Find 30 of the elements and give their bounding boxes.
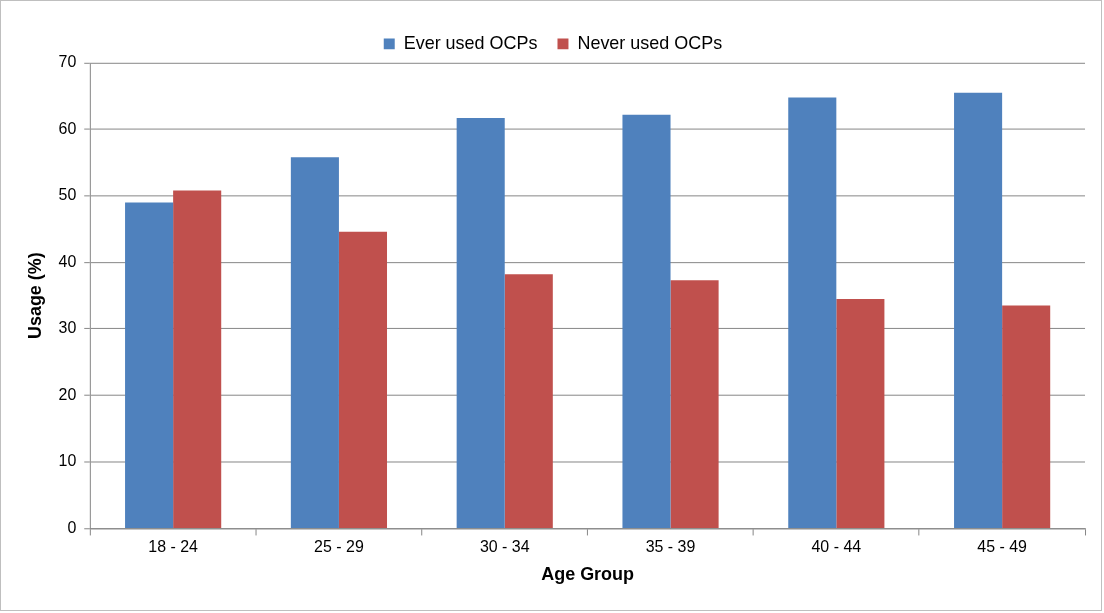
x-tick-label: 45 - 49 <box>977 538 1028 556</box>
bar <box>290 157 339 528</box>
y-tick-label: 0 <box>67 518 77 536</box>
y-tick-label: 50 <box>58 186 77 204</box>
bar <box>836 298 885 528</box>
bar <box>173 190 222 528</box>
bar <box>670 280 719 528</box>
bar <box>954 92 1003 528</box>
y-tick-label: 30 <box>58 319 77 337</box>
legend-label: Never used OCPs <box>577 32 723 53</box>
bar <box>456 118 505 528</box>
y-tick-label: 70 <box>58 53 77 71</box>
legend-label: Ever used OCPs <box>403 32 538 53</box>
x-tick-label: 18 - 24 <box>148 538 199 556</box>
y-tick-label: 10 <box>58 452 77 470</box>
bar <box>622 114 671 528</box>
x-tick-label: 40 - 44 <box>811 538 862 556</box>
y-tick-label: 20 <box>58 385 77 403</box>
bar <box>504 274 553 528</box>
y-tick-label: 40 <box>58 252 77 270</box>
bar <box>1002 305 1051 528</box>
x-axis-title: Age Group <box>541 564 635 585</box>
bar <box>788 97 837 528</box>
y-tick-label: 60 <box>58 119 77 137</box>
bar <box>338 231 388 528</box>
x-tick-label: 25 - 29 <box>314 538 364 556</box>
x-tick-label: 30 - 34 <box>479 538 530 556</box>
y-axis-title: Usage (%) <box>24 252 45 339</box>
bar <box>125 202 174 528</box>
x-tick-label: 35 - 39 <box>645 538 696 556</box>
